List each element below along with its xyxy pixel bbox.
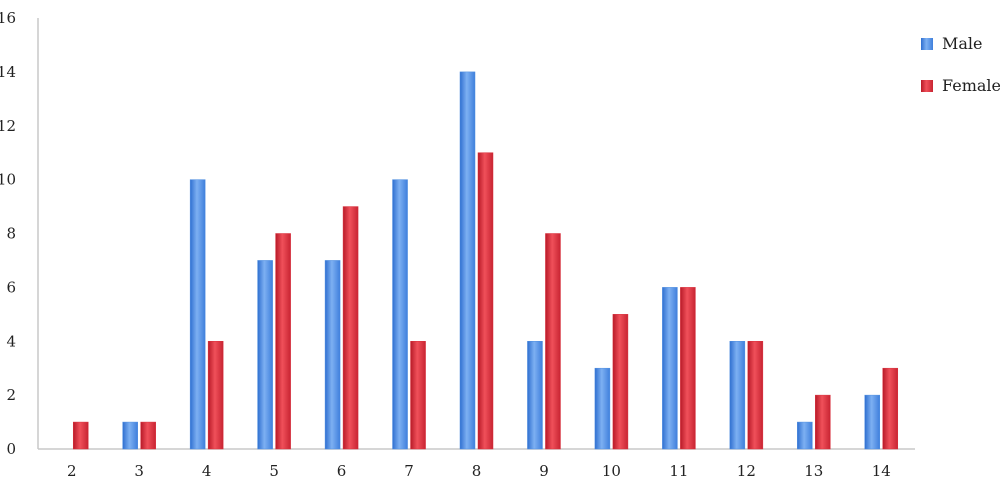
- x-tick-label: 3: [134, 462, 144, 480]
- bar-female: [72, 421, 89, 450]
- legend-swatch-female: [921, 80, 933, 92]
- bar-male: [797, 421, 813, 450]
- y-tick-label: 10: [0, 171, 16, 189]
- bar-male: [729, 341, 746, 450]
- bar-female: [342, 206, 359, 450]
- y-tick-label: 6: [6, 278, 16, 296]
- y-tick-label: 0: [6, 440, 16, 458]
- bar-female: [207, 341, 224, 450]
- x-tick-label: 12: [737, 462, 756, 480]
- legend-label-female: Female: [942, 76, 1000, 95]
- y-tick-label: 12: [0, 117, 16, 135]
- y-tick-label: 16: [0, 9, 16, 27]
- legend-swatch-male: [921, 38, 933, 50]
- bar-female: [815, 394, 831, 450]
- x-tick-label: 6: [337, 462, 347, 480]
- x-tick-label: 10: [602, 462, 621, 480]
- x-tick-label: 14: [872, 462, 891, 480]
- bar-male: [392, 179, 408, 450]
- bar-female: [275, 233, 291, 450]
- x-tick-label: 8: [472, 462, 482, 480]
- bar-male: [189, 179, 206, 450]
- x-tick-label: 4: [202, 462, 212, 480]
- y-tick-label: 4: [6, 332, 16, 350]
- bar-female: [680, 287, 696, 450]
- bar-male: [122, 421, 138, 450]
- bar-male: [662, 287, 678, 450]
- bar-male: [864, 394, 881, 450]
- bar-female: [612, 314, 629, 450]
- x-tick-label: 5: [269, 462, 279, 480]
- bar-male: [257, 260, 273, 450]
- bar-female: [140, 421, 156, 450]
- x-tick-label: 2: [67, 462, 77, 480]
- bar-male: [527, 341, 543, 450]
- y-tick-label: 14: [0, 63, 16, 81]
- y-tick-label: 2: [6, 386, 16, 404]
- bar-female: [747, 341, 764, 450]
- bar-female: [410, 341, 426, 450]
- bar-female: [477, 152, 494, 450]
- y-tick-label: 8: [6, 225, 16, 243]
- bar-male: [324, 260, 341, 450]
- bar-male: [594, 367, 611, 450]
- legend-label-male: Male: [942, 34, 983, 53]
- x-tick-label: 9: [539, 462, 549, 480]
- bar-female: [545, 233, 561, 450]
- bar-male: [459, 71, 476, 450]
- x-tick-label: 11: [669, 462, 688, 480]
- x-tick-label: 7: [404, 462, 414, 480]
- bar-female: [882, 367, 899, 450]
- x-tick-label: 13: [804, 462, 823, 480]
